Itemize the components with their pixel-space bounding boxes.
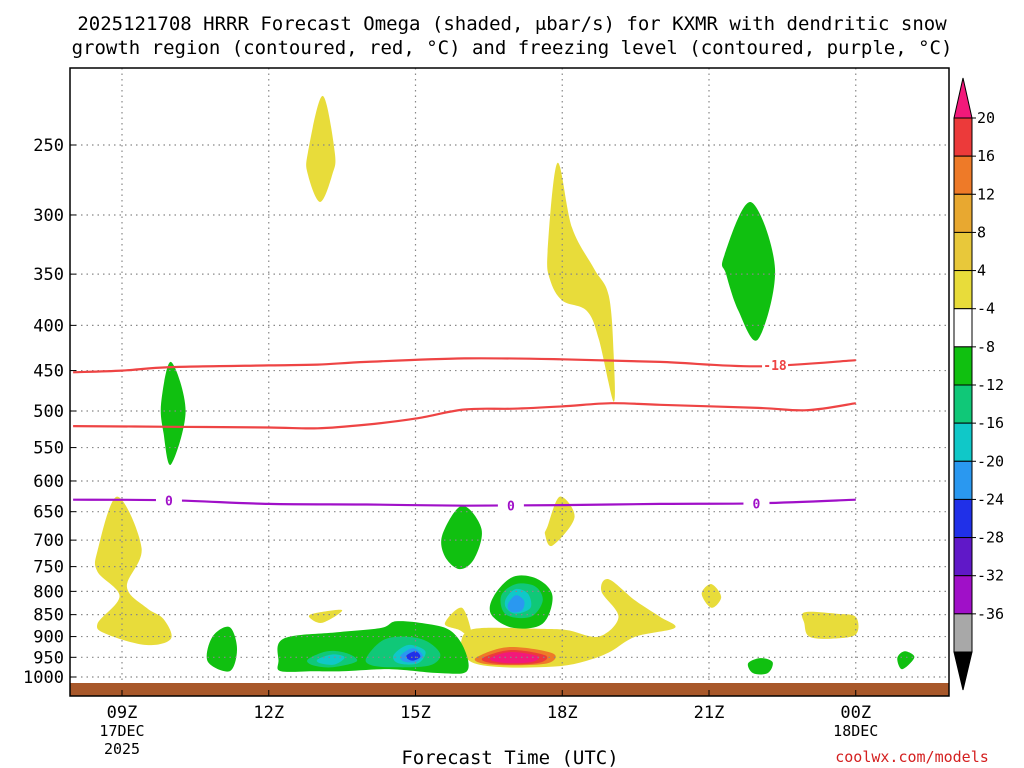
colorbar-swatch-0 <box>953 117 973 157</box>
colorbar-label-16: 16 <box>977 147 995 165</box>
y-tick-label-250: 250 <box>33 136 64 156</box>
ground-terrain-bar <box>70 683 949 696</box>
colorbar-label--12: -12 <box>977 376 1004 394</box>
colorbar-swatch-7 <box>953 384 973 424</box>
omega-area-8 <box>444 607 472 638</box>
y-tick-label-400: 400 <box>33 316 64 336</box>
y-tick-label-350: 350 <box>33 265 64 285</box>
y-tick-label-650: 650 <box>33 503 64 523</box>
freezing-contour-label: 0 <box>753 497 761 512</box>
colorbar-label--24: -24 <box>977 490 1004 508</box>
colorbar-swatch-13 <box>953 613 973 653</box>
x-tick-label-21z: 21Z <box>694 703 725 723</box>
plot-area: -18 0 0 0 <box>70 68 949 696</box>
omega-area-6 <box>544 496 575 547</box>
omega-area-9 <box>701 584 722 608</box>
omega-area-4 <box>94 496 172 646</box>
freezing-label-bg-1 <box>497 498 524 513</box>
dendritic-contour-1 <box>73 402 856 430</box>
y-tick-label-1000: 1000 <box>23 668 64 688</box>
omega-area-15 <box>206 626 237 672</box>
x-tick-label-18z: 18Z <box>547 703 578 723</box>
x-tick-label-12z: 12Z <box>253 703 284 723</box>
omega-area-2 <box>721 201 776 341</box>
colorbar-swatch-4 <box>953 270 973 310</box>
y-tick-label-900: 900 <box>33 628 64 648</box>
omega-area-22 <box>406 651 421 661</box>
omega-area-16 <box>277 621 469 674</box>
omega-area-26 <box>507 595 525 613</box>
contour-layer: -18 0 0 0 <box>73 357 856 514</box>
colorbar-label--4: -4 <box>977 300 995 318</box>
colorbar-label--28: -28 <box>977 529 1004 547</box>
omega-area-11 <box>461 578 676 668</box>
colorbar-top-arrow <box>953 77 973 119</box>
y-tick-label-800: 800 <box>33 582 64 602</box>
colorbar-swatch-9 <box>953 460 973 500</box>
y-tick-label-500: 500 <box>33 402 64 422</box>
y-tick-label-700: 700 <box>33 531 64 551</box>
colorbar-label--32: -32 <box>977 567 1004 585</box>
plot-frame <box>69 67 950 697</box>
omega-area-5 <box>441 505 482 570</box>
colorbar-swatch-11 <box>953 537 973 577</box>
colorbar-label--8: -8 <box>977 338 995 356</box>
y-tick-label-550: 550 <box>33 439 64 459</box>
omega-fill-layer <box>94 95 915 675</box>
colorbar-bottom-arrow <box>953 651 973 691</box>
omega-area-0 <box>306 95 336 202</box>
freezing-label-bg-0 <box>155 493 182 508</box>
colorbar-legend: 20 16 12 8 4 -4 -8 -12 -16 -20 -24 -28 -32 -36 <box>953 77 1004 691</box>
colorbar-swatch-2 <box>953 193 973 233</box>
omega-area-28 <box>897 651 915 670</box>
dendritic-contour-0 <box>73 357 856 374</box>
y-tick-label-600: 600 <box>33 472 64 492</box>
omega-area-14 <box>489 651 540 664</box>
omega-area-7 <box>308 609 343 623</box>
colorbar-swatch-3 <box>953 231 973 272</box>
x-year-label: 2025 <box>104 740 140 758</box>
x-tick-label-09z: 09Z <box>107 703 138 723</box>
freezing-contour-2 <box>73 498 856 507</box>
colorbar-swatch-10 <box>953 498 973 539</box>
colorbar-swatch-8 <box>953 422 973 462</box>
omega-area-3 <box>160 361 186 465</box>
colorbar-label-20: 20 <box>977 109 995 127</box>
colorbar-swatch-5 <box>953 308 973 348</box>
freezing-contour-label: 0 <box>165 494 173 509</box>
y-axis: 2503003504004505005506006507007508008509… <box>23 136 76 688</box>
x-tick-label-15z: 15Z <box>400 703 431 723</box>
colorbar-swatch-1 <box>953 155 973 195</box>
x-axis-title: Forecast Time (UTC) <box>401 747 618 768</box>
y-tick-label-850: 850 <box>33 606 64 626</box>
colorbar-swatch-12 <box>953 575 973 615</box>
x-date-label: 17DEC <box>99 722 144 740</box>
colorbar-label-4: 4 <box>977 262 986 280</box>
x-tick-label-00z: 00Z <box>840 703 871 723</box>
chart-title-line-1: 2025121708 HRRR Forecast Omega (shaded, … <box>77 13 947 35</box>
credit-text: coolwx.com/models <box>835 748 989 766</box>
colorbar-label--16: -16 <box>977 414 1004 432</box>
omega-area-1 <box>547 162 615 402</box>
y-tick-label-750: 750 <box>33 558 64 578</box>
x-date-label: 18DEC <box>833 722 878 740</box>
colorbar-label--36: -36 <box>977 605 1004 623</box>
colorbar-swatch-6 <box>953 346 973 386</box>
dendritic-contour-label: -18 <box>763 359 787 374</box>
omega-area-10 <box>801 611 859 639</box>
freezing-label-bg-2 <box>743 496 770 511</box>
colorbar-label-12: 12 <box>977 185 995 203</box>
dendritic-label-bg-0 <box>762 358 789 373</box>
colorbar-label-8: 8 <box>977 223 986 241</box>
omega-area-27 <box>747 658 773 675</box>
y-tick-label-450: 450 <box>33 362 64 382</box>
chart-title-line-2: growth region (contoured, red, °C) and f… <box>72 37 953 59</box>
freezing-contour-label: 0 <box>507 499 515 514</box>
y-tick-label-950: 950 <box>33 648 64 668</box>
y-tick-label-300: 300 <box>33 206 64 226</box>
colorbar-label--20: -20 <box>977 452 1004 470</box>
